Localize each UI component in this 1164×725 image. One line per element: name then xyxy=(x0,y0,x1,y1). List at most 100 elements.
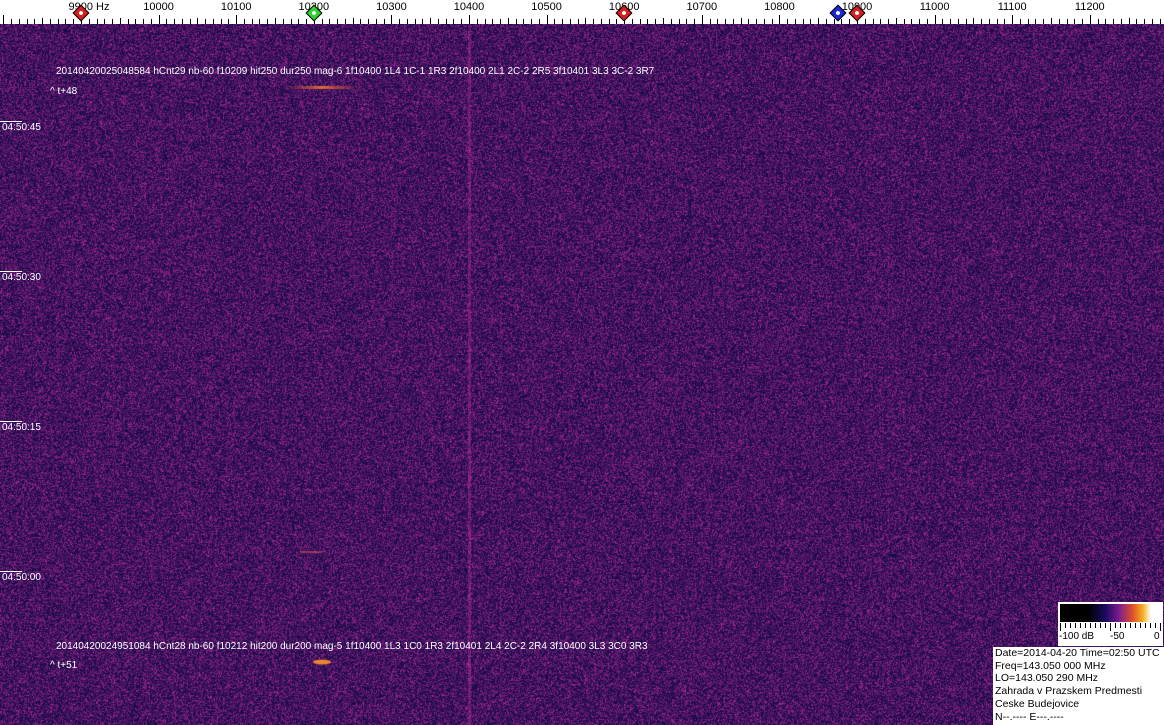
frequency-tick xyxy=(911,19,912,24)
frequency-tick xyxy=(58,19,59,24)
detection-info-2: 20140420024951084 hCnt28 nb-60 f10212 hi… xyxy=(56,641,648,652)
frequency-label: 10400 xyxy=(453,1,485,13)
frequency-tick xyxy=(104,19,105,24)
frequency-tick xyxy=(1028,19,1029,24)
frequency-tick xyxy=(11,19,12,24)
frequency-tick xyxy=(1105,19,1106,24)
frequency-tick xyxy=(841,19,842,24)
frequency-tick xyxy=(989,19,990,24)
frequency-tick xyxy=(679,19,680,24)
frequency-tick xyxy=(384,19,385,24)
frequency-label: 10100 xyxy=(220,1,252,13)
frequency-tick xyxy=(174,19,175,24)
frequency-tick xyxy=(647,19,648,24)
time-tick xyxy=(0,121,22,122)
frequency-tick xyxy=(135,19,136,24)
frequency-tick xyxy=(1051,18,1052,24)
location: Zahrada v Prazskem Predmesti xyxy=(995,685,1143,698)
frequency-tick xyxy=(873,19,874,24)
time-tick xyxy=(0,421,22,422)
time-label: 04:50:45 xyxy=(2,122,41,133)
frequency-tick xyxy=(438,19,439,24)
frequency-tick xyxy=(570,19,571,24)
frequency-tick xyxy=(1113,19,1114,24)
frequency-tick xyxy=(1074,19,1075,24)
frequency-tick xyxy=(826,19,827,24)
colorbar-tick xyxy=(1140,623,1141,628)
colorbar-tick xyxy=(1145,623,1146,628)
frequency-tick xyxy=(904,19,905,24)
colorbar-tick xyxy=(1155,623,1156,628)
frequency-tick xyxy=(65,19,66,24)
frequency-tick xyxy=(950,19,951,24)
frequency-tick xyxy=(485,19,486,24)
frequency-tick xyxy=(818,18,819,24)
color-scale-bar[interactable]: -100 dB -50 0 xyxy=(1058,602,1163,646)
frequency: Freq=143.050 000 MHz xyxy=(995,659,1106,672)
frequency-tick xyxy=(710,19,711,24)
frequency-tick xyxy=(89,19,90,24)
detection-offset-1: ^ t+48 xyxy=(50,86,78,97)
frequency-tick xyxy=(1136,19,1137,24)
station-info-box: Date=2014-04-20 Time=02:50 UTC Freq=143.… xyxy=(993,647,1164,725)
frequency-label: 11000 xyxy=(919,1,950,13)
frequency-tick xyxy=(259,19,260,24)
frequency-tick xyxy=(896,18,897,24)
time-label: 04:50:30 xyxy=(2,272,41,283)
frequency-tick xyxy=(888,19,889,24)
frequency-tick xyxy=(756,19,757,24)
colorbar-tick xyxy=(1085,623,1086,628)
frequency-tick xyxy=(1012,15,1013,24)
frequency-tick xyxy=(291,19,292,24)
frequency-tick xyxy=(880,19,881,24)
frequency-tick xyxy=(632,19,633,24)
colorbar-tick xyxy=(1105,623,1106,628)
time-label: 04:50:15 xyxy=(2,422,41,433)
frequency-tick xyxy=(159,15,160,24)
colorbar-label-mid: -50 xyxy=(1110,631,1125,642)
frequency-tick xyxy=(391,15,392,24)
colorbar-tick xyxy=(1125,623,1126,628)
frequency-tick xyxy=(298,19,299,24)
frequency-tick xyxy=(562,19,563,24)
frequency-tick xyxy=(616,19,617,24)
frequency-tick xyxy=(531,19,532,24)
colorbar-tick xyxy=(1120,623,1121,628)
frequency-tick xyxy=(345,19,346,24)
detection-offset-2: ^ t+51 xyxy=(50,660,78,671)
frequency-tick xyxy=(981,19,982,24)
frequency-tick xyxy=(702,15,703,24)
frequency-label: 10800 xyxy=(764,1,795,13)
waterfall-spectrogram[interactable] xyxy=(0,24,1164,725)
frequency-label: 11100 xyxy=(997,1,1027,13)
frequency-tick xyxy=(725,19,726,24)
date-time: Date=2014-04-20 Time=02:50 UTC xyxy=(995,647,1160,659)
frequency-tick xyxy=(50,19,51,24)
frequency-tick xyxy=(3,15,4,24)
colorbar-tick xyxy=(1135,623,1136,628)
colorbar-tick xyxy=(1130,623,1131,628)
frequency-tick xyxy=(128,19,129,24)
frequency-axis[interactable]: 9900 Hz100001010010200103001040010500106… xyxy=(0,0,1164,24)
frequency-tick xyxy=(1121,19,1122,24)
frequency-label: 11200 xyxy=(1074,1,1105,13)
time-tick xyxy=(0,571,22,572)
frequency-tick xyxy=(120,18,121,24)
frequency-tick xyxy=(283,19,284,24)
frequency-tick xyxy=(1035,19,1036,24)
frequency-tick xyxy=(508,18,509,24)
city: Ceske Budejovice xyxy=(995,697,1080,710)
color-scale-ticks xyxy=(1060,623,1161,631)
frequency-tick xyxy=(275,18,276,24)
frequency-tick xyxy=(1098,19,1099,24)
frequency-tick xyxy=(34,19,35,24)
frequency-tick xyxy=(1020,19,1021,24)
colorbar-tick xyxy=(1065,623,1066,628)
frequency-tick xyxy=(539,19,540,24)
color-gradient xyxy=(1060,604,1161,622)
frequency-tick xyxy=(966,19,967,24)
frequency-tick xyxy=(477,19,478,24)
frequency-tick xyxy=(748,19,749,24)
frequency-tick xyxy=(655,19,656,24)
frequency-tick xyxy=(143,19,144,24)
